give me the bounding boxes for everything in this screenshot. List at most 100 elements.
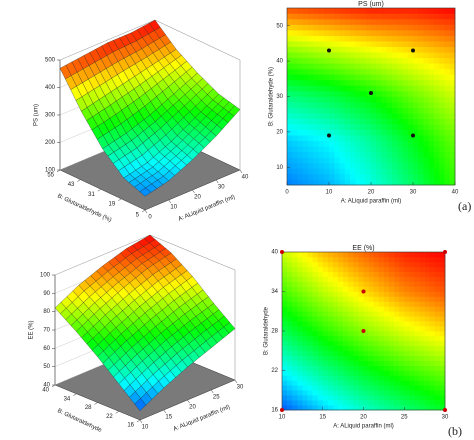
contour-cell xyxy=(424,340,431,347)
contour-cell xyxy=(338,360,344,366)
contour-cell xyxy=(394,335,400,342)
contour-cell xyxy=(388,311,395,317)
contour-cell xyxy=(287,35,293,42)
contour-cell xyxy=(323,96,330,103)
contour-cell xyxy=(313,63,319,70)
contour-cell xyxy=(287,168,293,175)
contour-cell xyxy=(378,350,385,356)
contour-cell xyxy=(292,35,298,42)
contour-cell xyxy=(323,41,330,48)
contour-cell xyxy=(297,113,304,119)
contour-cell xyxy=(414,311,420,317)
contour-cell xyxy=(338,340,344,347)
contour-cell xyxy=(355,35,361,42)
contour-cell xyxy=(388,400,395,406)
contour-cell xyxy=(439,271,446,277)
contour-cell xyxy=(282,321,288,327)
contour-cell xyxy=(365,135,372,142)
contour-cell xyxy=(434,380,441,386)
contour-cell xyxy=(308,57,314,64)
contour-cell xyxy=(371,118,377,125)
contour-cell xyxy=(381,57,388,64)
contour-cell xyxy=(312,395,318,401)
contour-cell xyxy=(428,19,435,25)
contour-cell xyxy=(287,129,293,136)
design-point xyxy=(361,289,366,294)
contour-cell xyxy=(423,52,430,59)
contour-cell xyxy=(397,52,403,59)
contour-cell xyxy=(383,286,390,292)
contour-cell xyxy=(327,301,334,307)
contour-cell xyxy=(407,68,414,75)
y-tick-label: 30 xyxy=(276,94,283,100)
contour-cell xyxy=(302,360,308,366)
contour-cell xyxy=(363,301,369,307)
contour-cell xyxy=(404,296,410,302)
contour-cell xyxy=(287,281,293,287)
contour-cell xyxy=(402,107,409,114)
contour-cell xyxy=(292,30,298,36)
contour-cell xyxy=(329,8,335,14)
contour-cell xyxy=(297,146,304,153)
contour-cell xyxy=(297,365,303,371)
contour-cell xyxy=(423,41,430,48)
contour-cell xyxy=(419,365,425,371)
contour-cell xyxy=(292,146,298,153)
contour-cell xyxy=(287,365,293,371)
contour-cell xyxy=(365,30,372,36)
contour-cell xyxy=(399,331,405,337)
contour-cell xyxy=(388,301,395,307)
contour-cell xyxy=(423,57,430,64)
contour-cell xyxy=(332,385,339,391)
contour-cell xyxy=(302,168,309,175)
contour-cell xyxy=(297,118,304,125)
contour-cell xyxy=(409,311,415,317)
contour-cell xyxy=(292,140,298,147)
contour-cell xyxy=(376,113,382,119)
contour-cell xyxy=(313,129,319,136)
contour-cell xyxy=(392,146,398,153)
contour-cell xyxy=(353,365,359,371)
contour-cell xyxy=(429,335,436,342)
contour-cell xyxy=(322,345,329,352)
contour-cell xyxy=(287,286,293,292)
contour-cell xyxy=(327,256,334,263)
contour-cell xyxy=(292,355,298,361)
contour-cell xyxy=(343,256,349,263)
contour-cell xyxy=(350,162,356,169)
contour-cell xyxy=(371,57,377,64)
contour-cell xyxy=(332,395,339,401)
contour-cell xyxy=(338,311,344,317)
contour-cell xyxy=(292,41,298,48)
contour-cell xyxy=(439,360,446,366)
contour-cell xyxy=(434,118,440,125)
contour-cell xyxy=(317,380,324,386)
contour-cell xyxy=(407,168,414,175)
contour-cell xyxy=(355,140,361,147)
x-tick xyxy=(139,419,143,424)
contour-cell xyxy=(388,261,395,268)
contour-cell xyxy=(302,151,309,158)
contour-cell xyxy=(414,350,420,356)
contour-cell xyxy=(360,79,367,86)
y-axis-label: B: Glutaraldehyde xyxy=(264,306,270,355)
contour-cell xyxy=(383,375,390,381)
contour-cell xyxy=(308,113,314,119)
contour-cell xyxy=(344,57,351,64)
contour-cell xyxy=(413,57,419,64)
contour-cell xyxy=(350,57,356,64)
contour-cell xyxy=(434,68,440,75)
contour-cell xyxy=(371,102,377,108)
contour-cell xyxy=(383,326,390,332)
contour-cell xyxy=(439,306,446,312)
contour-cell xyxy=(365,129,372,136)
contour-cell xyxy=(282,395,288,401)
contour-cell xyxy=(287,13,293,20)
contour-cell xyxy=(348,395,354,401)
contour-cell xyxy=(394,350,400,356)
contour-cell xyxy=(407,135,414,142)
contour-cell xyxy=(376,179,382,186)
contour-cell xyxy=(439,296,446,302)
contour-cell xyxy=(414,375,420,381)
contour-cell xyxy=(439,157,445,164)
